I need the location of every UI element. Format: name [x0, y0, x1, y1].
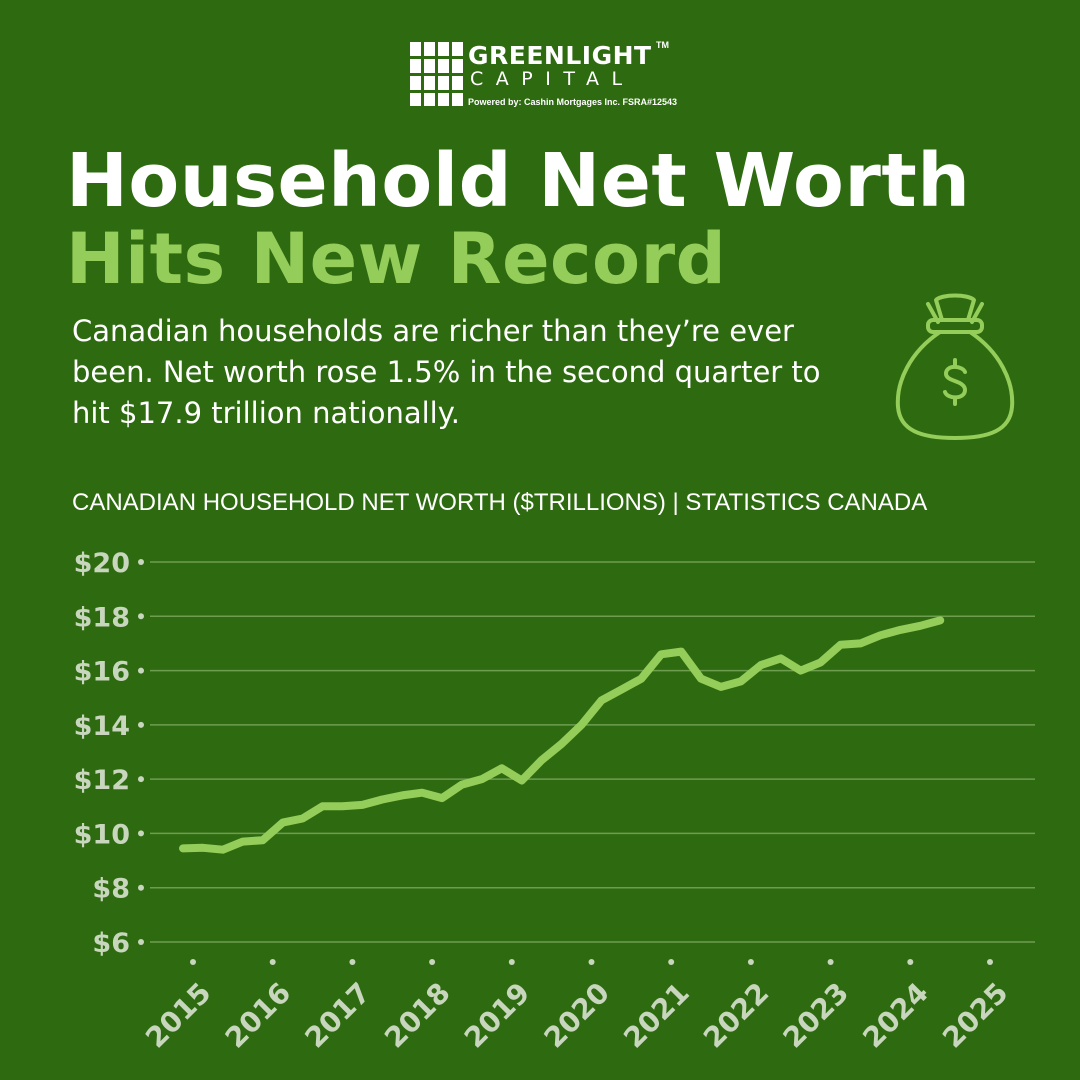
x-tick-label: 2015 — [139, 976, 217, 1054]
x-tick-label: 2022 — [697, 976, 775, 1054]
x-tick-label: 2017 — [298, 976, 376, 1054]
x-tick-dot — [668, 959, 675, 965]
data-point — [857, 640, 863, 646]
data-point — [519, 778, 525, 784]
data-point — [559, 741, 565, 747]
x-tick-label: 2018 — [378, 976, 456, 1054]
x-tick-dot — [987, 959, 993, 965]
x-tick-dot — [588, 959, 595, 965]
data-point — [818, 659, 824, 665]
data-point — [320, 803, 326, 809]
data-point — [698, 676, 704, 682]
x-tick-dot — [190, 959, 196, 965]
y-tick-label: $20 — [74, 548, 130, 579]
logo-name-line1: GREENLIGHT — [468, 41, 652, 70]
x-tick-dot — [349, 959, 356, 965]
y-tick-label: $10 — [74, 819, 130, 850]
x-tick-dot — [827, 959, 834, 965]
subtitle-paragraph: Canadian households are richer than they… — [72, 314, 821, 430]
chart-title: CANADIAN HOUSEHOLD NET WORTH ($TRILLIONS… — [72, 489, 928, 516]
data-point — [718, 684, 724, 690]
data-point — [539, 757, 545, 763]
y-tick-dot — [138, 884, 144, 891]
data-point — [220, 847, 226, 853]
data-point — [399, 792, 405, 798]
y-tick-dot — [138, 721, 144, 728]
y-tick-dot — [138, 776, 144, 783]
x-tick-dot — [429, 959, 436, 965]
y-tick-label: $14 — [74, 711, 130, 742]
y-tick-dot — [138, 613, 144, 620]
data-point — [658, 651, 664, 657]
y-tick-label: $16 — [74, 657, 130, 688]
data-point — [459, 782, 465, 788]
data-point — [359, 802, 365, 808]
x-tick-label: 2020 — [538, 976, 616, 1054]
logo-name-line2: CAPITAL — [470, 68, 635, 90]
data-point — [479, 776, 485, 782]
money-bag-icon — [895, 293, 1015, 440]
data-point — [778, 655, 784, 661]
y-tick-dot — [138, 939, 144, 945]
data-point — [300, 816, 306, 822]
x-tick-dot — [747, 959, 754, 965]
data-point — [598, 697, 604, 703]
data-point — [917, 623, 923, 629]
x-tick-label: 2023 — [777, 976, 855, 1054]
y-axis-ticks: $6 $8 $10 $12 $14 $16 $18 $20 — [74, 548, 144, 959]
x-tick-label: 2025 — [936, 976, 1014, 1054]
data-point — [838, 642, 844, 648]
data-point — [499, 765, 505, 771]
data-point — [618, 687, 624, 693]
x-axis-ticks: 2015 2016 2017 2018 2019 2020 2021 2022 2023 2024… — [139, 959, 1015, 1055]
data-point — [937, 617, 943, 623]
powered-by-text: Powered by: Cashin Mortgages Inc. FSRA#1… — [468, 97, 678, 107]
data-point — [419, 790, 425, 796]
data-point — [439, 795, 445, 801]
x-tick-dot — [508, 959, 515, 965]
y-tick-dot — [138, 830, 144, 837]
series-layer — [179, 616, 945, 854]
y-tick-label: $12 — [74, 765, 130, 796]
x-tick-label: 2021 — [617, 976, 695, 1054]
data-point — [638, 676, 644, 682]
data-point — [897, 627, 903, 633]
data-point — [379, 797, 385, 803]
data-point — [758, 662, 764, 668]
data-point — [260, 837, 266, 843]
headline-line1: Household Net Worth — [66, 138, 971, 224]
data-point — [877, 632, 883, 638]
y-tick-label: $18 — [74, 602, 130, 633]
data-point — [738, 678, 744, 684]
y-tick-dot — [138, 667, 144, 674]
data-point — [180, 845, 186, 851]
headline-line2: Hits New Record — [66, 218, 727, 300]
y-tick-label: $6 — [92, 928, 130, 959]
data-point — [678, 649, 684, 655]
greenlight-capital-logo: GREENLIGHT TM CAPITAL Powered by: Cashin… — [410, 40, 680, 110]
data-point — [280, 820, 286, 826]
data-point — [240, 839, 246, 845]
logo-grid-icon — [410, 42, 463, 106]
data-point — [200, 845, 206, 851]
data-point — [798, 668, 804, 674]
grid-lines — [150, 561, 1035, 943]
y-tick-dot — [138, 559, 144, 565]
x-tick-dot — [269, 959, 276, 965]
data-point — [339, 803, 345, 809]
logo-trademark: TM — [656, 40, 669, 50]
x-tick-label: 2016 — [219, 976, 297, 1054]
net-worth-series-line — [179, 616, 945, 854]
x-tick-label: 2019 — [458, 976, 536, 1054]
x-tick-label: 2024 — [856, 976, 934, 1054]
x-tick-dot — [907, 959, 914, 965]
data-point — [579, 722, 585, 728]
y-tick-label: $8 — [92, 874, 130, 905]
